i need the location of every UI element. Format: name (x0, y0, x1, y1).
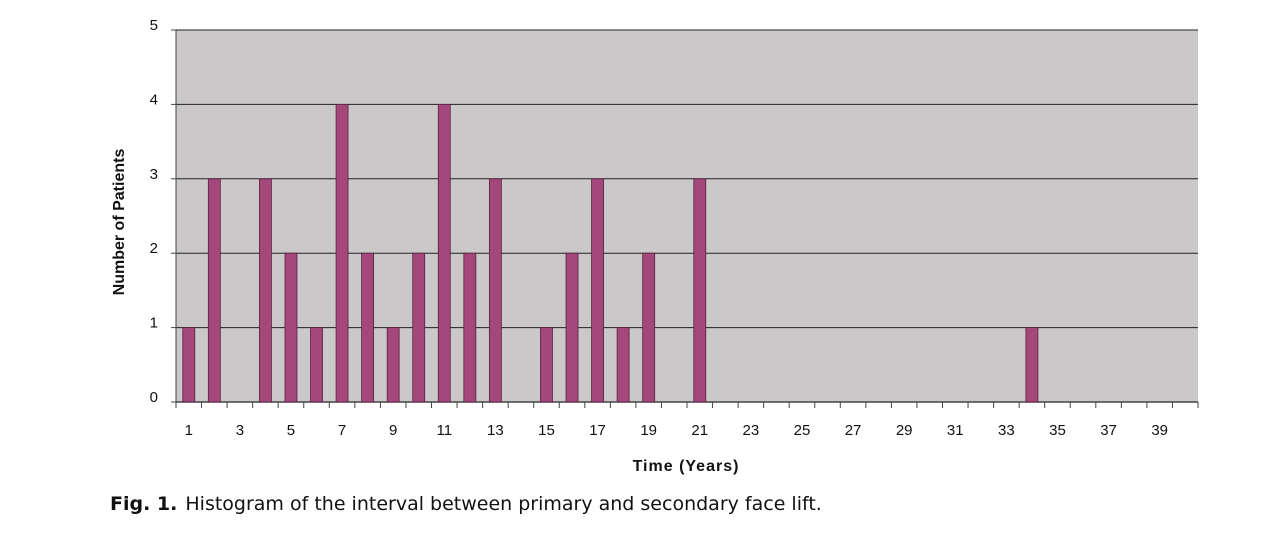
bar (412, 252, 426, 403)
bar (642, 252, 656, 403)
x-tick-label: 1 (185, 422, 193, 439)
x-tick-label: 25 (794, 422, 811, 439)
y-tick-label: 2 (150, 240, 158, 257)
y-axis-label: Number of Patients (111, 149, 128, 296)
x-tick-label: 3 (236, 422, 244, 439)
bar (540, 327, 553, 403)
x-tick-label: 21 (691, 422, 708, 439)
x-tick-label: 17 (589, 422, 606, 439)
bar (693, 178, 707, 403)
bar (616, 327, 630, 403)
bar (488, 178, 502, 403)
caption-text: Histogram of the interval between primar… (185, 493, 821, 515)
x-tick-label: 15 (538, 422, 555, 439)
x-tick-label: 9 (389, 422, 397, 439)
bar (565, 252, 579, 403)
bar (1025, 327, 1039, 403)
x-tick-label: 33 (998, 422, 1015, 439)
bar (207, 178, 221, 403)
bar (591, 178, 604, 403)
caption-label: Fig. 1. (110, 493, 177, 515)
bar (310, 327, 323, 403)
y-tick-label: 5 (150, 17, 158, 34)
x-tick-label: 27 (845, 422, 862, 439)
x-tick-label: 23 (743, 422, 760, 439)
x-axis-label: Time (Years) (633, 458, 740, 475)
x-tick-label: 7 (338, 422, 346, 439)
caption: Fig. 1. Histogram of the interval between… (110, 493, 822, 515)
bar (182, 327, 196, 403)
x-tick-label: 39 (1151, 422, 1168, 439)
bar (437, 104, 451, 403)
bar (463, 252, 477, 403)
bar (335, 104, 349, 403)
y-tick-label: 0 (150, 389, 158, 406)
y-tick-label: 1 (150, 315, 158, 332)
x-tick-label: 5 (287, 422, 295, 439)
x-tick-label: 13 (487, 422, 504, 439)
x-tick-label: 35 (1049, 422, 1066, 439)
x-tick-label: 37 (1100, 422, 1117, 439)
bar (361, 252, 375, 403)
plot-area (176, 30, 1198, 402)
x-tick-label: 19 (640, 422, 657, 439)
x-tick-label: 29 (896, 422, 913, 439)
bar (386, 327, 400, 403)
x-tick-label: 11 (436, 422, 452, 439)
bar (259, 178, 272, 403)
x-tick-label: 31 (947, 422, 964, 439)
bar (284, 252, 298, 403)
y-tick-label: 4 (150, 91, 158, 108)
y-tick-label: 3 (150, 166, 158, 183)
